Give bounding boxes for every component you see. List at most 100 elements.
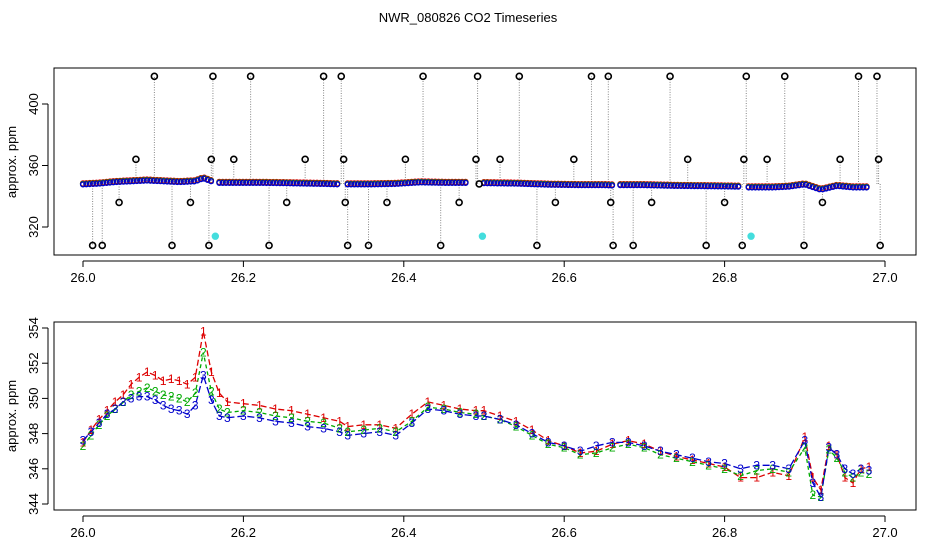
- series-1-point: 1: [737, 471, 744, 485]
- baseline-point-3: [806, 182, 813, 190]
- series-3-point: 3: [344, 428, 351, 442]
- baseline-point-3: [725, 183, 732, 190]
- series-1-point: 1: [657, 444, 664, 458]
- series-1-point: 1: [473, 404, 480, 418]
- series-1-point: 1: [168, 372, 175, 386]
- baseline-point-3: [361, 181, 368, 188]
- series-2-point: 2: [256, 405, 263, 419]
- series-2-point: 2: [689, 455, 696, 469]
- baseline-point-3: [243, 179, 250, 186]
- top-y-tick-label: 320: [26, 216, 41, 238]
- baseline-point-3: [222, 179, 230, 186]
- baseline-point-3: [755, 184, 762, 191]
- series-2-line: [82, 352, 870, 498]
- series-1-point: 1: [160, 374, 167, 388]
- baseline-point-3: [438, 179, 446, 186]
- bottom-y-tick-label: 344: [26, 493, 41, 515]
- baseline-point-3: [452, 179, 459, 186]
- top-y-tick-label: 400: [26, 93, 41, 115]
- baseline-point-3: [856, 184, 863, 191]
- baseline-point-3: [93, 180, 100, 187]
- bottom-x-tick-label: 26.6: [552, 525, 577, 540]
- series-1-point: 1: [850, 476, 857, 490]
- spike-marker: [419, 72, 427, 81]
- baseline-point-3: [585, 182, 592, 189]
- baseline-point-3: [534, 181, 541, 188]
- baseline-point-3: [634, 182, 641, 189]
- baseline-point-3: [772, 184, 779, 191]
- series-1-point: 1: [673, 449, 680, 463]
- series-1-point: 1: [801, 430, 808, 444]
- baseline-point-3: [501, 180, 508, 187]
- series-2-point: 2: [200, 346, 207, 360]
- spike-marker: [246, 72, 255, 81]
- baseline-point-3: [812, 185, 820, 192]
- baseline-point-3: [677, 182, 685, 190]
- series-1-point: 1: [240, 397, 247, 411]
- baseline-point-3: [425, 179, 432, 186]
- spike-marker: [205, 241, 213, 250]
- baseline-point-3: [735, 183, 742, 190]
- baseline-point-3: [391, 180, 398, 188]
- bottom-y-tick-label: 350: [26, 388, 41, 410]
- baseline-point-3: [544, 181, 552, 188]
- series-1-point: 1: [609, 437, 616, 451]
- spike-marker: [337, 72, 346, 81]
- baseline-point-3: [816, 186, 823, 193]
- baseline-point-3: [187, 178, 194, 185]
- baseline-point-3: [759, 184, 766, 191]
- series-1-point: 1: [513, 414, 520, 428]
- series-2-point: 2: [192, 386, 199, 400]
- spike-marker: [455, 198, 463, 207]
- baseline-point-3: [843, 183, 850, 190]
- bottom-y-axis-label: approx. ppm: [4, 380, 19, 452]
- series-2-point: 2: [817, 490, 824, 504]
- baseline-point-3: [701, 183, 708, 190]
- series-2-point: 2: [344, 425, 351, 439]
- baseline-point-3: [698, 183, 705, 190]
- series-3-point: 3: [136, 390, 143, 404]
- baseline-point-3: [103, 179, 110, 187]
- baseline-point-3: [504, 180, 511, 187]
- series-1-point: 1: [208, 365, 215, 379]
- baseline-point-3: [528, 181, 535, 188]
- series-1-point: 1: [497, 409, 504, 423]
- baseline-point-3: [664, 182, 671, 189]
- series-3-line: [82, 373, 870, 499]
- baseline-point-3: [150, 177, 157, 184]
- series-3-point: 3: [842, 462, 849, 476]
- baseline-point-3: [571, 182, 579, 189]
- series-1-point: 1: [376, 418, 383, 432]
- spike-marker: [132, 155, 140, 164]
- series-3-point: 3: [577, 444, 584, 458]
- baseline-point-3: [671, 182, 678, 189]
- baseline-point-3: [256, 179, 263, 186]
- series-2-point: 2: [721, 462, 728, 476]
- baseline-point-3: [595, 182, 602, 189]
- baseline-point-3: [860, 184, 867, 191]
- series-2-point: 2: [240, 404, 247, 418]
- spike-marker: [876, 241, 884, 250]
- series-3-point: 3: [128, 391, 135, 405]
- spike-marker: [209, 72, 217, 81]
- series-3-point: 3: [545, 435, 552, 449]
- series-2-point: 2: [360, 423, 367, 437]
- baseline-point-3: [428, 179, 435, 186]
- series-3-point: 3: [120, 395, 127, 409]
- spike-marker: [515, 72, 524, 81]
- spike-marker: [496, 155, 504, 164]
- baseline-point-3: [617, 182, 624, 189]
- baseline-point-3: [374, 181, 382, 188]
- baseline-point-3: [86, 180, 93, 188]
- series-2-point: 2: [425, 400, 432, 414]
- series-2-point: 2: [80, 439, 87, 453]
- baseline-point-3: [731, 183, 738, 190]
- spike-marker: [343, 241, 352, 250]
- series-3-point: 3: [224, 411, 231, 425]
- series-3-point: 3: [288, 416, 295, 430]
- baseline-point-3: [381, 181, 388, 188]
- baseline-point-3: [236, 179, 243, 186]
- baseline-point-3: [575, 182, 582, 189]
